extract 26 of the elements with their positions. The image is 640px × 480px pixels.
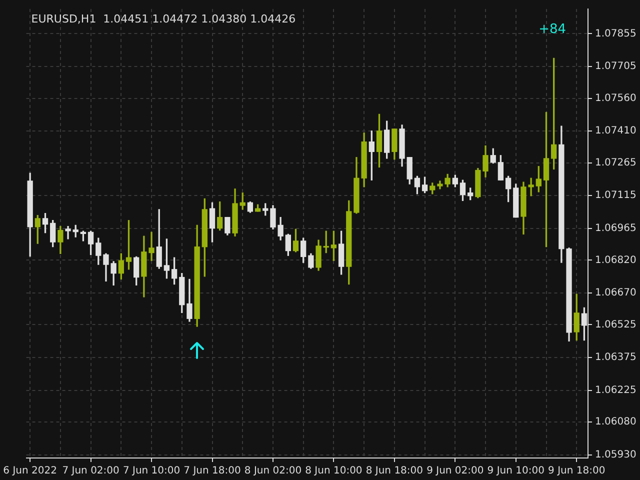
x-tick-label: 9 Jun 18:00 xyxy=(548,466,606,477)
x-tick-label: 7 Jun 18:00 xyxy=(184,466,241,477)
y-tick-label: 1.07855 xyxy=(595,28,636,40)
y-tick-label: 1.06525 xyxy=(595,319,636,330)
x-tick-label: 8 Jun 10:00 xyxy=(305,466,362,477)
y-tick-label: 1.07115 xyxy=(595,190,636,202)
y-tick-label: 1.06375 xyxy=(595,352,636,364)
y-tick-label: 1.06965 xyxy=(595,223,636,234)
x-tick-label: 9 Jun 10:00 xyxy=(487,466,544,477)
y-tick-label: 1.06080 xyxy=(595,416,636,428)
x-tick-label: 7 Jun 02:00 xyxy=(62,466,120,477)
x-tick-label: 7 Jun 10:00 xyxy=(122,466,180,477)
y-tick-label: 1.06670 xyxy=(595,288,636,299)
y-tick-label: 1.07265 xyxy=(595,157,636,168)
x-tick-label: 9 Jun 02:00 xyxy=(426,466,484,477)
chart-title: EURUSD,H1 1.04451 1.04472 1.04380 1.04426 xyxy=(31,12,296,26)
y-tick-label: 1.06820 xyxy=(595,254,636,266)
x-tick-label: 8 Jun 02:00 xyxy=(244,466,302,477)
y-tick-label: 1.07705 xyxy=(595,61,636,72)
annotation: +84 xyxy=(538,22,566,37)
y-tick-label: 1.05930 xyxy=(595,450,636,461)
y-tick-label: 1.07560 xyxy=(595,92,636,104)
y-tick-label: 1.06225 xyxy=(595,384,636,396)
x-tick-label: 6 Jun 2022 xyxy=(3,466,57,477)
y-tick-label: 1.07410 xyxy=(595,126,636,137)
x-tick-label: 8 Jun 18:00 xyxy=(366,466,424,477)
